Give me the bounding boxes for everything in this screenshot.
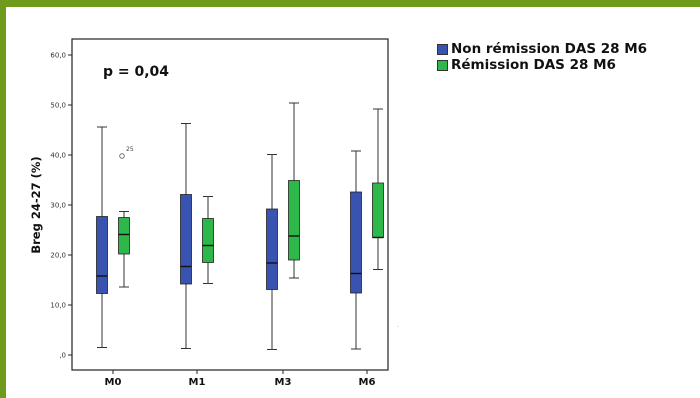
box-m6-remission xyxy=(372,108,384,270)
legend-label-remission: Rémission DAS 28 M6 xyxy=(451,57,616,73)
stray-mark: . xyxy=(397,322,399,329)
y-axis: ,0 10,0 20,0 30,0 40,0 50,0 60,0 xyxy=(50,52,72,360)
x-tick-label: M1 xyxy=(189,377,206,388)
box-m3-non-remission xyxy=(266,154,278,350)
x-tick-label: M3 xyxy=(275,377,292,388)
x-axis: M0 M1 M3 M6 xyxy=(105,370,376,388)
box-series: 25 xyxy=(96,102,384,350)
box-m3-remission xyxy=(288,102,300,279)
outlier-label: 25 xyxy=(126,146,134,153)
legend-swatch-blue xyxy=(437,43,448,55)
p-value-annotation: p = 0,04 xyxy=(103,64,169,80)
legend: Non rémission DAS 28 M6 Rémission DAS 28… xyxy=(437,41,647,73)
y-tick-label: 60,0 xyxy=(50,52,66,60)
y-tick-label: 40,0 xyxy=(50,152,66,160)
x-tick-label: M6 xyxy=(359,377,376,388)
outlier-point xyxy=(119,153,125,159)
legend-swatch-green xyxy=(437,59,448,71)
box-m1-remission xyxy=(202,196,214,284)
box-body xyxy=(266,208,278,290)
y-axis-title: Breg 24-27 (%) xyxy=(29,156,43,253)
box-body xyxy=(372,182,384,238)
box-body xyxy=(202,218,214,263)
box-m0-remission xyxy=(118,211,130,288)
box-m1-non-remission xyxy=(180,123,192,349)
plot-area xyxy=(71,38,389,371)
box-m0-non-remission xyxy=(96,126,108,348)
box-body xyxy=(96,216,108,294)
y-tick-label: 10,0 xyxy=(50,302,66,310)
box-body xyxy=(288,180,300,261)
y-tick-label: 20,0 xyxy=(50,252,66,260)
box-m6-non-remission xyxy=(350,150,362,350)
x-tick-label: M0 xyxy=(105,377,122,388)
legend-item-non-remission: Non rémission DAS 28 M6 xyxy=(437,41,647,57)
box-body xyxy=(180,194,192,285)
box-body xyxy=(350,191,362,294)
legend-item-remission: Rémission DAS 28 M6 xyxy=(437,57,647,73)
y-tick-label: 50,0 xyxy=(50,102,66,110)
box-body xyxy=(118,217,130,255)
legend-label-non-remission: Non rémission DAS 28 M6 xyxy=(451,41,648,57)
y-tick-label: 30,0 xyxy=(50,202,66,210)
y-tick-label: ,0 xyxy=(59,352,66,360)
